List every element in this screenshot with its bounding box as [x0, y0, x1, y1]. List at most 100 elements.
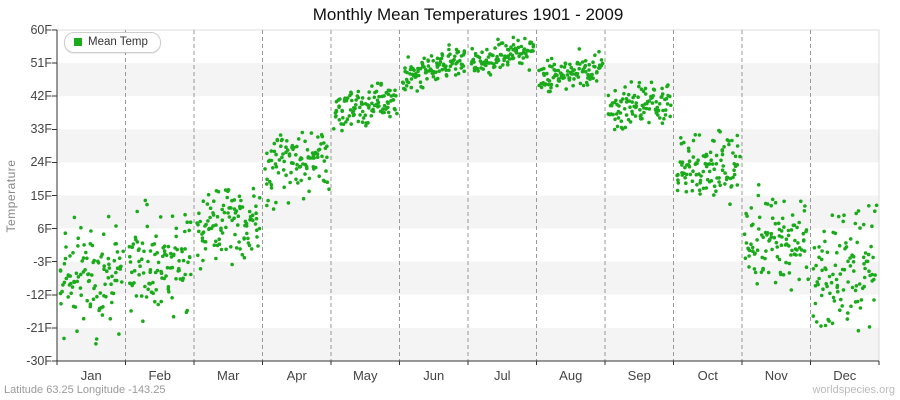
data-point[interactable] [701, 169, 706, 174]
data-point[interactable] [279, 144, 283, 148]
data-point[interactable] [214, 239, 218, 244]
data-point[interactable] [139, 294, 144, 298]
data-point[interactable] [211, 213, 216, 217]
data-point[interactable] [332, 127, 336, 131]
data-point[interactable] [309, 131, 314, 135]
data-point[interactable] [831, 272, 835, 277]
data-point[interactable] [110, 274, 114, 279]
data-point[interactable] [781, 273, 786, 277]
data-point[interactable] [274, 152, 278, 157]
data-point[interactable] [121, 249, 125, 254]
data-point[interactable] [842, 213, 846, 217]
data-point[interactable] [555, 83, 559, 88]
data-point[interactable] [426, 59, 431, 63]
data-point[interactable] [367, 90, 372, 94]
data-point[interactable] [761, 266, 765, 271]
data-point[interactable] [154, 288, 158, 292]
data-point[interactable] [79, 272, 83, 277]
data-point[interactable] [633, 114, 638, 118]
data-point[interactable] [462, 69, 467, 74]
data-point[interactable] [109, 282, 113, 287]
data-point[interactable] [405, 70, 409, 75]
data-point[interactable] [372, 95, 377, 100]
data-point[interactable] [803, 204, 807, 208]
data-point[interactable] [205, 202, 210, 206]
data-point[interactable] [660, 92, 665, 96]
data-point[interactable] [731, 151, 735, 155]
data-point[interactable] [110, 300, 114, 305]
data-point[interactable] [757, 227, 761, 231]
data-point[interactable] [834, 277, 839, 282]
data-point[interactable] [66, 295, 70, 299]
data-point[interactable] [249, 247, 254, 251]
data-point[interactable] [495, 54, 499, 59]
data-point[interactable] [289, 170, 293, 175]
data-point[interactable] [516, 45, 521, 50]
data-point[interactable] [245, 231, 249, 236]
data-point[interactable] [644, 106, 649, 111]
data-point[interactable] [79, 293, 83, 298]
data-point[interactable] [562, 75, 566, 80]
data-point[interactable] [682, 140, 686, 145]
data-point[interactable] [679, 136, 683, 140]
data-point[interactable] [162, 244, 167, 248]
data-point[interactable] [572, 68, 576, 72]
data-point[interactable] [683, 176, 687, 180]
data-point[interactable] [75, 279, 79, 284]
data-point[interactable] [666, 83, 670, 87]
data-point[interactable] [802, 249, 807, 253]
data-point[interactable] [654, 100, 658, 104]
data-point[interactable] [232, 198, 237, 202]
data-point[interactable] [254, 204, 258, 208]
data-point[interactable] [623, 125, 628, 130]
data-point[interactable] [717, 176, 721, 180]
data-point[interactable] [568, 62, 572, 67]
data-point[interactable] [144, 295, 149, 299]
data-point[interactable] [74, 271, 79, 276]
data-point[interactable] [220, 207, 224, 212]
data-point[interactable] [388, 88, 392, 93]
data-point[interactable] [801, 239, 806, 243]
data-point[interactable] [770, 247, 774, 252]
data-point[interactable] [471, 57, 476, 62]
data-point[interactable] [777, 257, 782, 262]
data-point[interactable] [769, 231, 774, 236]
data-point[interactable] [412, 68, 416, 73]
data-point[interactable] [453, 54, 457, 59]
data-point[interactable] [307, 189, 311, 194]
data-point[interactable] [507, 48, 511, 52]
data-point[interactable] [272, 149, 277, 154]
data-point[interactable] [345, 96, 350, 100]
data-point[interactable] [196, 222, 200, 227]
data-point[interactable] [206, 219, 210, 223]
data-point[interactable] [799, 199, 803, 204]
data-point[interactable] [578, 81, 583, 86]
data-point[interactable] [747, 248, 752, 253]
data-point[interactable] [132, 269, 137, 273]
data-point[interactable] [567, 76, 572, 80]
data-point[interactable] [94, 342, 98, 346]
data-point[interactable] [334, 114, 338, 118]
data-point[interactable] [637, 84, 641, 89]
data-point[interactable] [69, 281, 73, 286]
data-point[interactable] [789, 253, 793, 257]
data-point[interactable] [819, 257, 824, 262]
data-point[interactable] [240, 205, 245, 209]
data-point[interactable] [340, 108, 344, 113]
data-point[interactable] [823, 323, 828, 328]
data-point[interactable] [345, 117, 350, 121]
data-point[interactable] [651, 94, 655, 98]
data-point[interactable] [864, 259, 869, 264]
data-point[interactable] [630, 112, 635, 116]
data-point[interactable] [728, 202, 732, 206]
data-point[interactable] [340, 128, 344, 133]
data-point[interactable] [825, 250, 830, 255]
data-point[interactable] [552, 68, 556, 72]
data-point[interactable] [753, 270, 758, 275]
data-point[interactable] [514, 48, 519, 53]
data-point[interactable] [744, 241, 749, 245]
data-point[interactable] [656, 113, 660, 117]
data-point[interactable] [370, 84, 374, 88]
data-point[interactable] [861, 222, 866, 227]
data-point[interactable] [827, 319, 831, 323]
